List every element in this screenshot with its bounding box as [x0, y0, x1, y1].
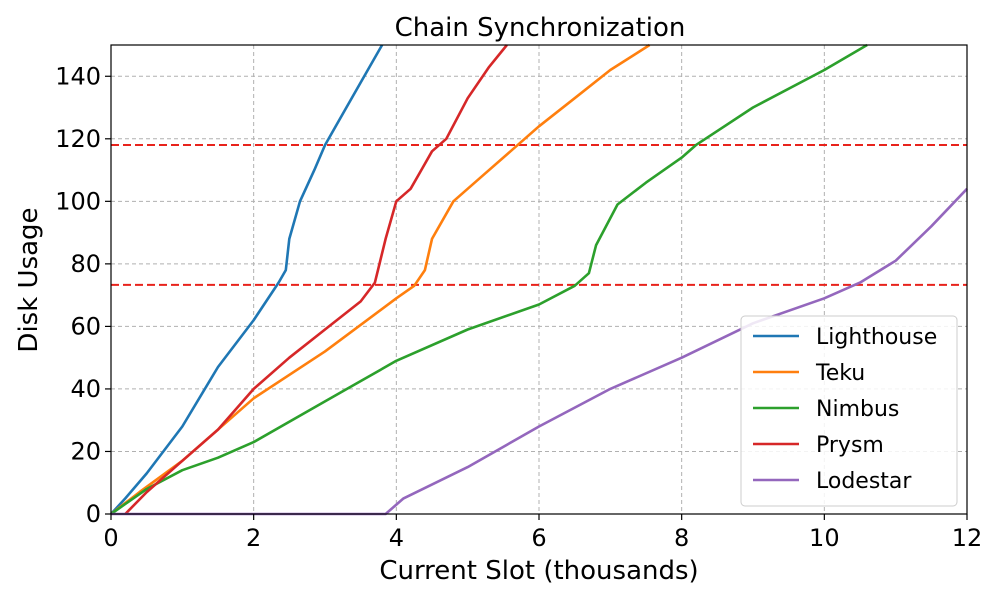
legend-label: Lighthouse — [816, 325, 937, 350]
legend-label: Teku — [815, 361, 865, 386]
x-tick-label: 12 — [952, 524, 983, 552]
chart-title: Chain Synchronization — [395, 13, 686, 43]
legend: Lighthouse Teku Nimbus Prysm Lodestar — [740, 315, 958, 507]
y-tick-label: 40 — [70, 375, 101, 403]
legend-label: Lodestar — [816, 469, 912, 494]
series-line-teku — [110, 43, 651, 516]
x-tick-label: 10 — [809, 524, 840, 552]
series-line-lighthouse — [110, 44, 384, 515]
x-tick-label: 4 — [389, 524, 404, 552]
legend-label: Nimbus — [816, 397, 899, 422]
x-axis-ticks: 0 2 4 6 8 10 12 — [103, 514, 982, 552]
y-tick-label: 140 — [55, 62, 101, 90]
y-tick-label: 60 — [70, 312, 101, 340]
series-line-lodestar — [111, 187, 968, 516]
x-tick-label: 2 — [246, 524, 261, 552]
series-lines — [110, 43, 968, 516]
series-line-prysm — [124, 44, 508, 515]
y-tick-label: 100 — [55, 187, 101, 215]
x-tick-label: 6 — [531, 524, 546, 552]
legend-label: Prysm — [816, 433, 884, 458]
x-axis-label: Current Slot (thousands) — [379, 556, 698, 586]
x-tick-label: 8 — [674, 524, 689, 552]
x-tick-label: 0 — [103, 524, 118, 552]
y-axis-ticks: 0 20 40 60 80 100 120 140 — [55, 62, 111, 528]
legend-box — [740, 315, 958, 507]
y-tick-label: 80 — [70, 250, 101, 278]
y-tick-label: 120 — [55, 125, 101, 153]
y-tick-label: 0 — [86, 500, 101, 528]
y-tick-label: 20 — [70, 437, 101, 465]
reference-lines — [111, 144, 967, 286]
y-axis-label: Disk Usage — [14, 207, 44, 352]
series-line-nimbus — [110, 43, 868, 516]
